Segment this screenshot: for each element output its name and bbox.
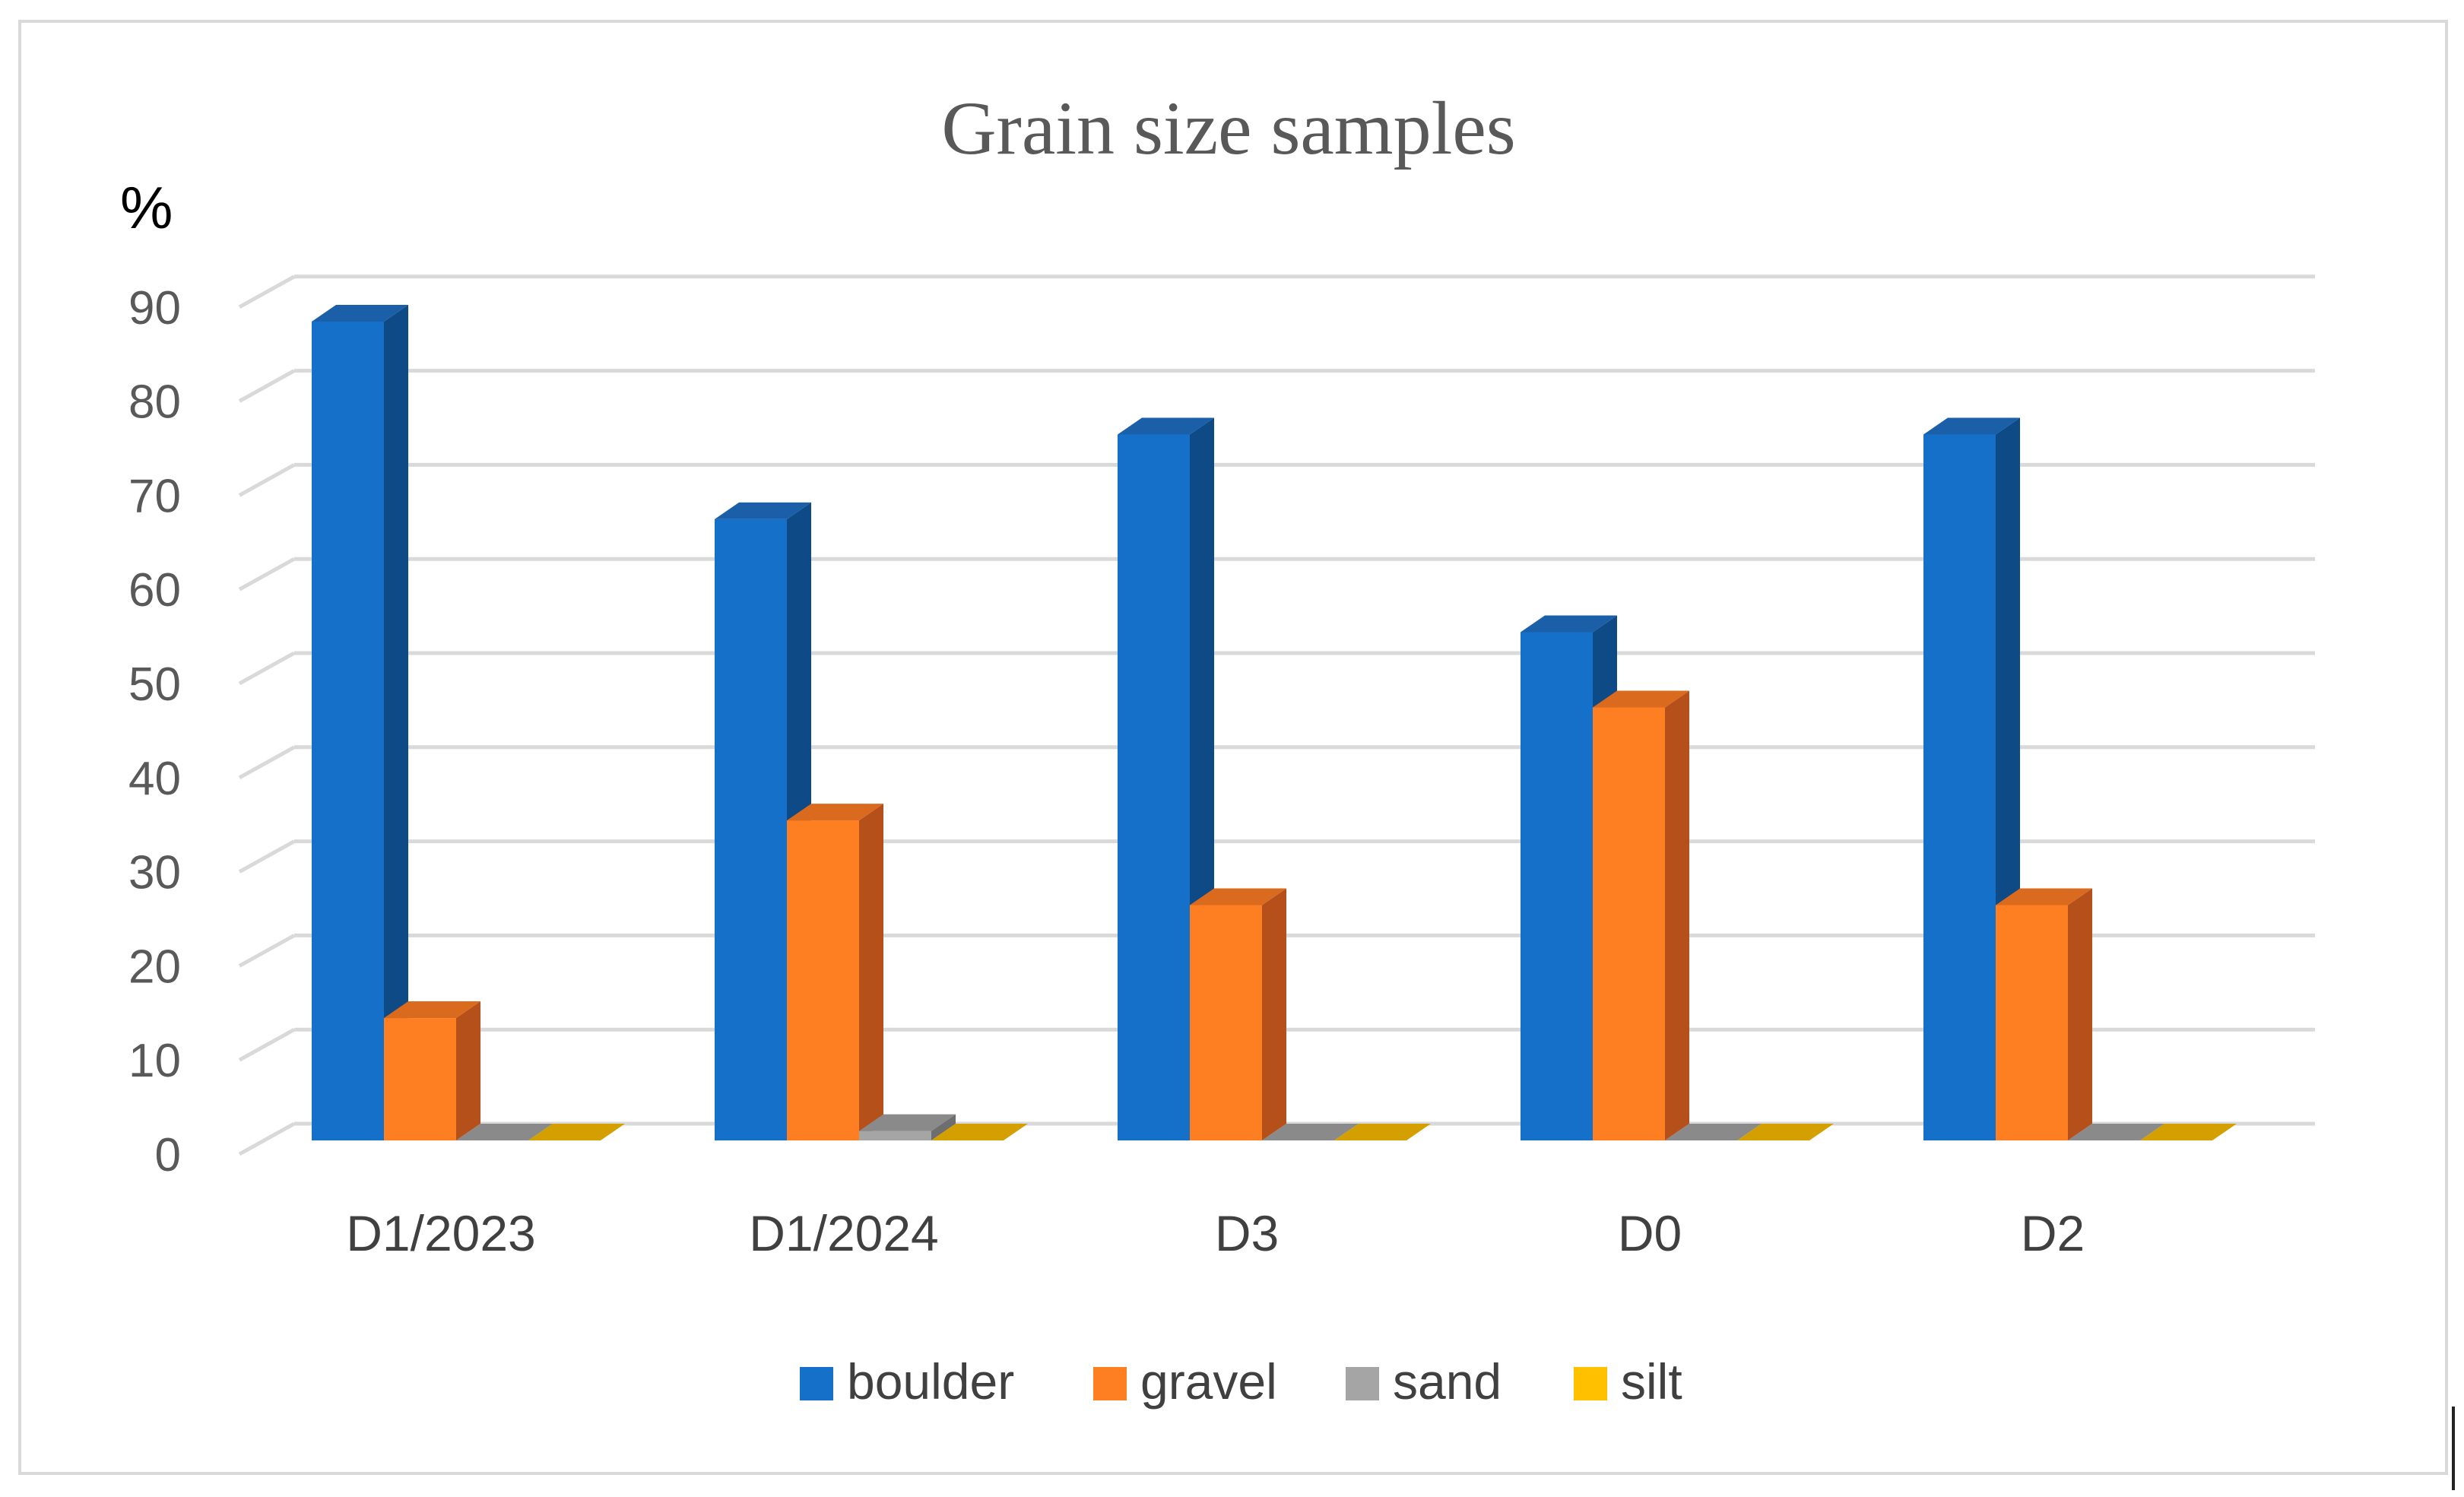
- bar-boulder-D1-2023: [312, 304, 408, 1141]
- y-tick-label: 40: [128, 753, 181, 805]
- bar-sand-D1-2023: [456, 1124, 553, 1140]
- bar-top: [1118, 417, 1214, 435]
- bar-gravel-D3: [1190, 888, 1286, 1140]
- bar-top: [2068, 1124, 2164, 1140]
- bar-front: [787, 820, 859, 1140]
- gridline-side: [238, 369, 296, 403]
- y-tick-label: 10: [128, 1035, 181, 1087]
- legend-label: silt: [1621, 1353, 1682, 1410]
- bar-top: [859, 1114, 956, 1131]
- bar-gravel-D1-2023: [384, 1001, 480, 1140]
- legend-label: boulder: [847, 1353, 1014, 1410]
- bar-top: [1996, 888, 2092, 905]
- y-tick-label: 20: [128, 940, 181, 993]
- bar-top: [1665, 1124, 1762, 1140]
- bar-sand-D3: [1262, 1124, 1359, 1140]
- bar-sand-D0: [1665, 1124, 1762, 1140]
- bar-sand-D1-2024: [859, 1114, 956, 1140]
- legend-swatch: [1574, 1367, 1607, 1400]
- bar-front: [1923, 434, 1996, 1140]
- x-tick-label: D3: [1215, 1205, 1279, 1261]
- chart-title: Grain size samples: [941, 86, 1515, 170]
- bar-top: [1334, 1124, 1431, 1140]
- y-tick-labels: 0 10 20 30 40 50 60 70 80 90: [128, 282, 181, 1181]
- gridline-side: [238, 745, 296, 779]
- bar-front: [1190, 905, 1262, 1140]
- bar-gravel-D0: [1593, 690, 1689, 1140]
- bar-layer: [312, 304, 2237, 1141]
- bar-gravel-D1-2024: [787, 804, 883, 1140]
- bar-top: [931, 1124, 1028, 1140]
- bar-side: [456, 1001, 480, 1140]
- legend-item-gravel: gravel: [1093, 1353, 1277, 1410]
- bar-top: [2140, 1124, 2237, 1140]
- bar-side: [1262, 888, 1286, 1140]
- bar-top: [528, 1124, 625, 1140]
- bar-front: [1521, 632, 1593, 1140]
- bar-top: [787, 804, 883, 821]
- bar-top: [1190, 888, 1286, 905]
- gridline-side: [238, 557, 296, 592]
- bar-side: [384, 304, 408, 1141]
- bar-front: [1593, 707, 1665, 1140]
- bar-top: [456, 1124, 553, 1140]
- bar-side: [1665, 690, 1689, 1140]
- category-labels: D1/2023 D1/2024 D3 D0 D2: [346, 1205, 2085, 1261]
- gridline-side: [238, 463, 296, 497]
- y-tick-label: 70: [128, 470, 181, 522]
- bar-top: [1262, 1124, 1359, 1140]
- legend-item-sand: sand: [1346, 1353, 1502, 1410]
- x-tick-label: D0: [1618, 1205, 1682, 1261]
- gridline-side: [238, 934, 296, 968]
- bar-top: [312, 304, 408, 322]
- legend-swatch: [1346, 1367, 1379, 1400]
- bar-gravel-D2: [1996, 888, 2092, 1140]
- x-tick-label: D2: [2021, 1205, 2085, 1261]
- legend-item-boulder: boulder: [800, 1353, 1014, 1410]
- bar-silt-D2: [2140, 1124, 2237, 1140]
- y-tick-label: 90: [128, 282, 181, 335]
- legend: boulder gravel sand silt: [800, 1353, 1682, 1410]
- bar-silt-D1-2023: [528, 1124, 625, 1140]
- bar-top: [715, 502, 811, 519]
- bar-front: [1996, 905, 2068, 1140]
- y-tick-label: 0: [155, 1129, 181, 1181]
- legend-label: gravel: [1140, 1353, 1277, 1410]
- gridline-side: [238, 274, 296, 309]
- legend-swatch: [800, 1367, 833, 1400]
- bar-side: [2068, 888, 2092, 1140]
- bar-top: [1521, 615, 1617, 633]
- y-axis-unit: %: [120, 174, 173, 241]
- bar-top: [1737, 1124, 1834, 1140]
- legend-label: sand: [1393, 1353, 1502, 1410]
- bar-front: [1118, 434, 1190, 1140]
- y-tick-label: 50: [128, 658, 181, 711]
- y-tick-label: 30: [128, 847, 181, 899]
- bar-silt-D3: [1334, 1124, 1431, 1140]
- frame-edge-mark: [2452, 1407, 2455, 1490]
- bar-top: [384, 1001, 480, 1019]
- bar-silt-D1-2024: [931, 1124, 1028, 1140]
- legend-swatch: [1093, 1367, 1127, 1400]
- bar-top: [1923, 417, 2020, 435]
- bar-front: [859, 1131, 931, 1140]
- gridline-side: [238, 1028, 296, 1062]
- x-tick-label: D1/2023: [346, 1205, 536, 1261]
- gridline-side: [238, 1121, 296, 1156]
- gridline-side: [238, 839, 296, 874]
- bar-front: [715, 519, 787, 1140]
- gridline-side: [238, 651, 296, 686]
- legend-item-silt: silt: [1574, 1353, 1682, 1410]
- bar-top: [1593, 690, 1689, 708]
- y-tick-label: 60: [128, 564, 181, 617]
- x-tick-label: D1/2024: [749, 1205, 939, 1261]
- bar-side: [859, 804, 883, 1140]
- bar-side: [931, 1114, 956, 1140]
- y-tick-label: 80: [128, 376, 181, 429]
- bar-sand-D2: [2068, 1124, 2164, 1140]
- bar-front: [312, 321, 384, 1141]
- bar-silt-D0: [1737, 1124, 1834, 1140]
- bar-front: [384, 1018, 456, 1140]
